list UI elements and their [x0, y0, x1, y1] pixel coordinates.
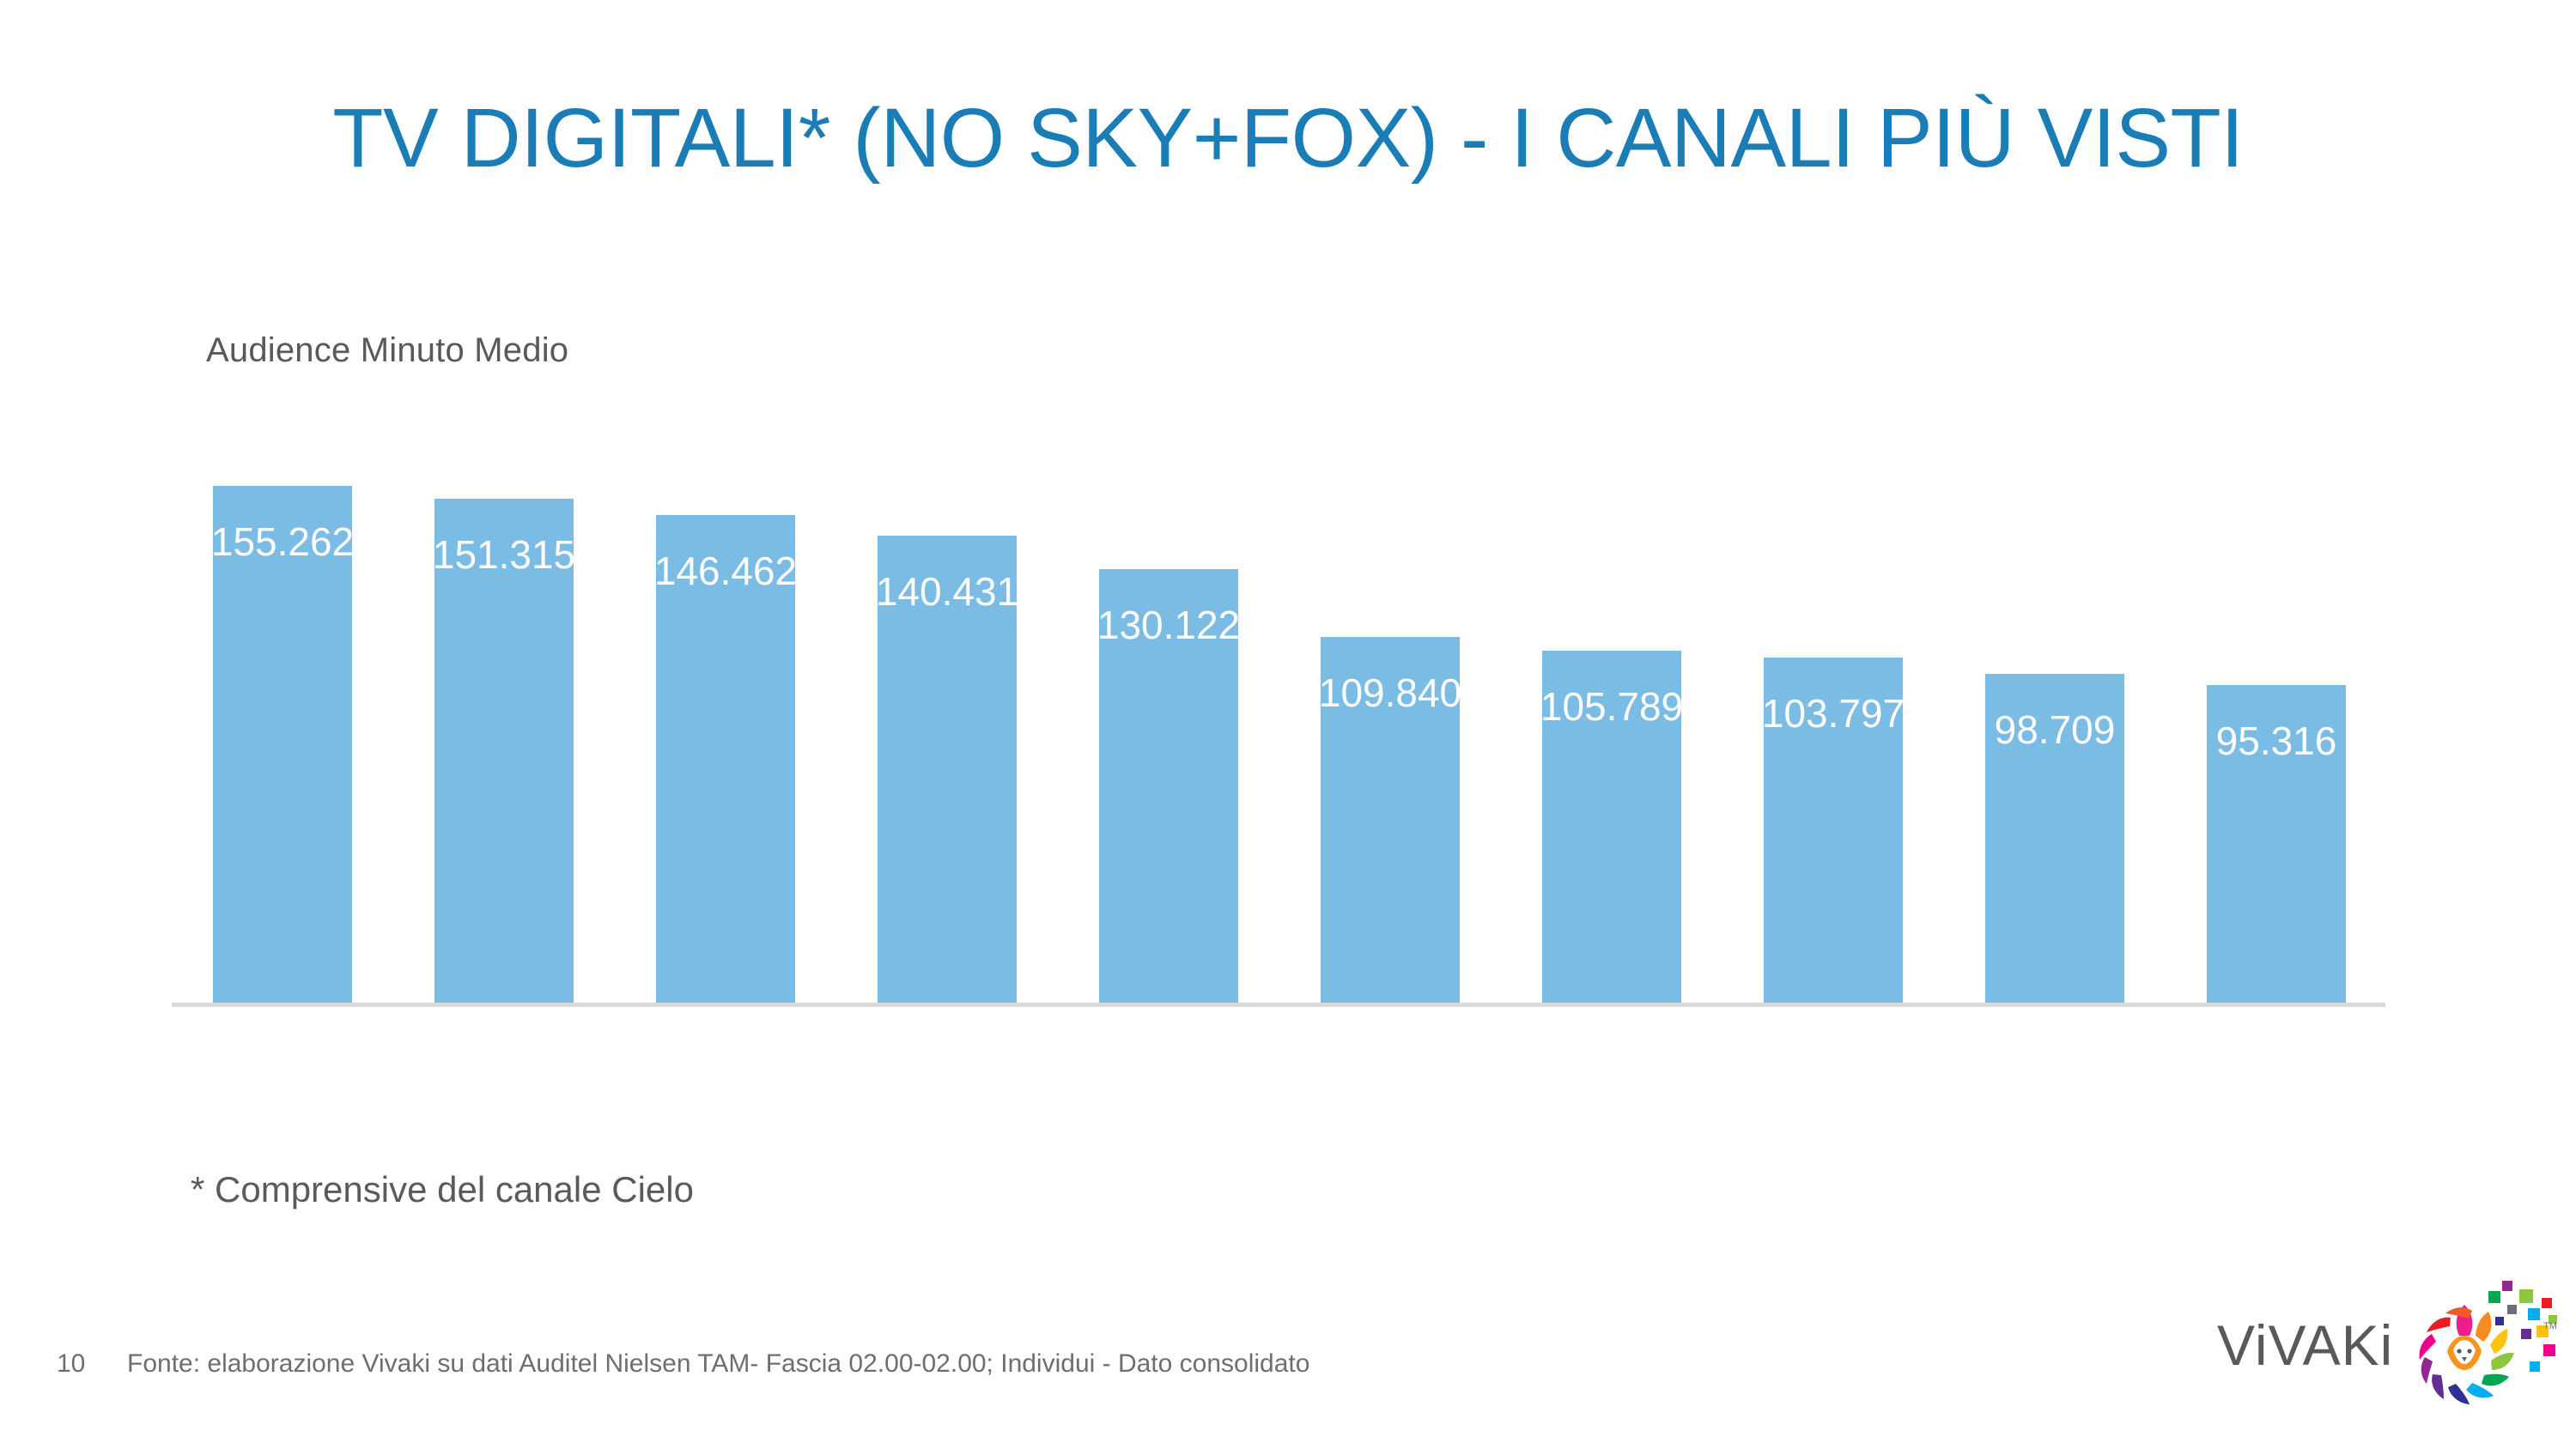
bar-value-label: 105.789: [1540, 684, 1684, 729]
bar[interactable]: [878, 536, 1017, 1003]
bar-value-label: 98.709: [1994, 707, 2116, 752]
bar-value-label: 95.316: [2215, 718, 2337, 763]
bar-value-label: 130.122: [1097, 603, 1241, 647]
bar[interactable]: [2207, 685, 2346, 1003]
page-title: TV DIGITALI* (NO SKY+FOX) - I CANALI PIÙ…: [332, 91, 2244, 185]
bar[interactable]: [1764, 658, 1903, 1003]
bar[interactable]: [656, 515, 795, 1003]
bar-value-label: 103.797: [1761, 691, 1905, 736]
bar[interactable]: [1985, 674, 2124, 1003]
chart-axis-title: Audience Minuto Medio: [206, 331, 569, 369]
bar[interactable]: [434, 499, 574, 1003]
bar[interactable]: [213, 486, 352, 1003]
bar-value-label: 140.431: [875, 569, 1019, 614]
page-number: 10: [57, 1349, 86, 1378]
trademark-text: TM: [2543, 1321, 2557, 1331]
source-note: Fonte: elaborazione Vivaki su dati Audit…: [127, 1349, 1310, 1378]
vivaki-logo: ViVAKi: [2217, 1279, 2561, 1408]
bar[interactable]: [1542, 651, 1681, 1003]
chart-footnote: * Comprensive del canale Cielo: [191, 1169, 694, 1210]
vivaki-wordmark: ViVAKi: [2217, 1313, 2394, 1377]
bar-value-label: 146.462: [653, 549, 798, 593]
bar[interactable]: [1321, 637, 1460, 1003]
bar-value-label: 155.262: [210, 519, 355, 564]
bar-value-label: 109.840: [1318, 670, 1462, 715]
bar[interactable]: [1099, 569, 1238, 1003]
category-axis-line: [172, 1003, 2385, 1007]
bar-value-label: 151.315: [432, 532, 576, 577]
vivaki-sun-lion-mark-icon: TM: [2419, 1281, 2557, 1404]
